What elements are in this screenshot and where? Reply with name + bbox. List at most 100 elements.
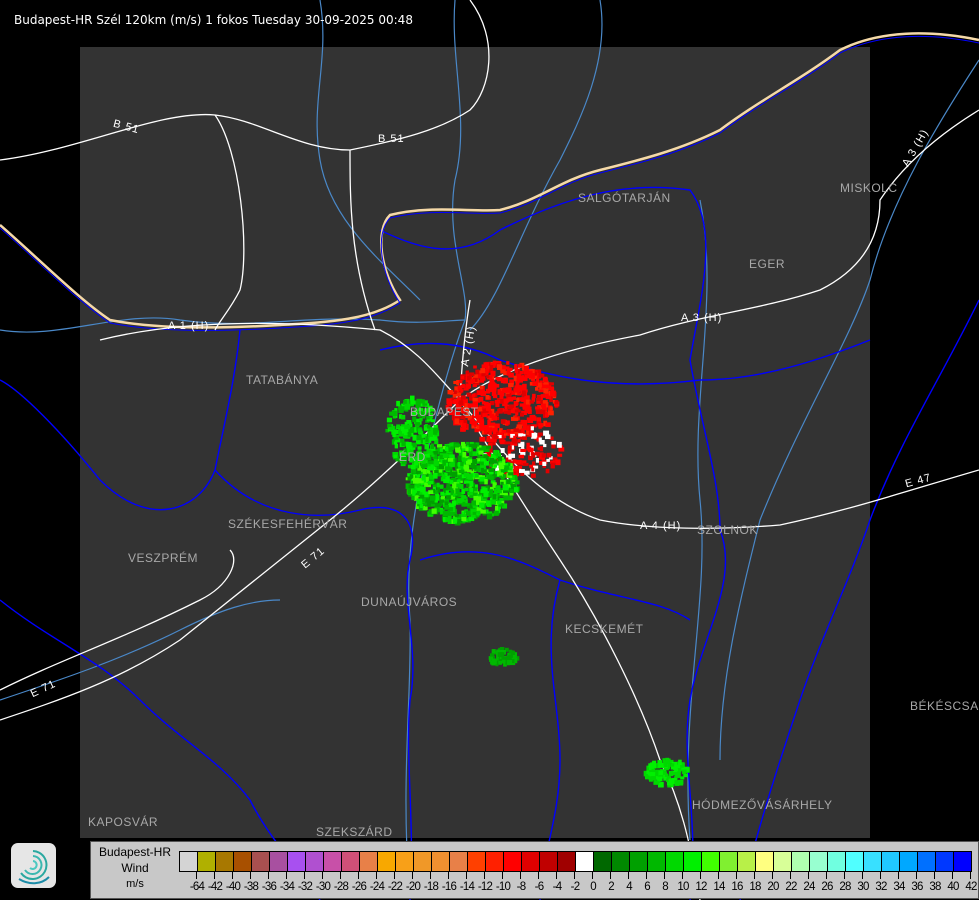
radar-echo-pixel (417, 413, 423, 417)
radar-echo-pixel (498, 503, 504, 507)
radar-echo-pixel (447, 390, 454, 395)
radar-echo-pixel (400, 424, 406, 429)
radar-echo-pixel (470, 509, 477, 515)
legend-swatch (936, 852, 954, 871)
radar-echo-pixel (439, 499, 444, 504)
radar-echo-pixel (392, 414, 397, 419)
radar-echo-pixel (469, 420, 474, 425)
radar-echo-pixel (456, 380, 460, 386)
radar-echo-pixel (438, 469, 443, 473)
radar-echo-pixel (477, 453, 481, 458)
legend-tick-label: -34 (279, 881, 295, 893)
radar-echo-pixel (400, 414, 406, 420)
legend-labels: -64 -42 -40 -38 -36 -34 -32 -30 -28 -26 -24 -22 -20-… (179, 872, 977, 898)
radar-echo-pixel (433, 424, 438, 430)
radar-echo-pixel (535, 406, 540, 410)
radar-echo-pixel (649, 768, 654, 774)
radar-echo-pixel (461, 514, 467, 519)
legend-tick: 14 (701, 872, 725, 898)
radar-echo-pixel (463, 403, 470, 409)
radar-echo-pixel (505, 457, 512, 462)
radar-echo-pixel (495, 506, 502, 510)
radar-echo-pixel (682, 769, 687, 775)
radar-echo-pixel (460, 375, 464, 380)
radar-echo-pixel (430, 495, 436, 501)
radar-echo-pixel (434, 498, 438, 503)
radar-echo-pixel (491, 660, 496, 666)
radar-echo-pixel (423, 462, 428, 468)
radar-echo-pixel (658, 781, 664, 788)
radar-echo-pixel (460, 395, 465, 399)
radar-echo-pixel (497, 500, 502, 505)
radar-echo-pixel (469, 487, 474, 492)
radar-echo-pixel (410, 486, 415, 492)
radar-echo-pixel (484, 428, 489, 433)
radar-echo-pixel (452, 392, 457, 398)
radar-echo-pixel (445, 495, 451, 500)
radar-echo-pixel (474, 465, 481, 472)
legend-tick-label: 2 (608, 881, 614, 893)
radar-echo-pixel (480, 368, 486, 374)
radar-echo-pixel (487, 454, 493, 458)
radar-echo-pixel (420, 486, 426, 493)
radar-echo-pixel (543, 380, 549, 385)
radar-echo-pixel (420, 456, 427, 462)
radar-echo-pixel (519, 434, 524, 440)
radar-echo-pixel (394, 438, 401, 443)
legend-tick: 26 (809, 872, 833, 898)
radar-echo-pixel (466, 392, 472, 397)
radar-echo-pixel (466, 510, 471, 516)
radar-echo-pixel (507, 409, 512, 415)
radar-echo-pixel (656, 776, 663, 782)
radar-echo-pixel (387, 423, 392, 428)
radar-echo-pixel (511, 470, 517, 475)
radar-echo-pixel (417, 407, 424, 412)
radar-echo-pixel (543, 430, 550, 436)
radar-echo-pixel (475, 499, 481, 505)
radar-echo-pixel (421, 475, 426, 481)
radar-echo-pixel (495, 660, 499, 667)
radar-echo-pixel (543, 377, 548, 383)
city-label: SZEKSZÁRD (316, 825, 393, 839)
legend-tick-label: 20 (767, 881, 779, 893)
radar-echo-pixel (439, 509, 445, 515)
radar-echo-pixel (415, 486, 421, 492)
radar-echo-pixel (411, 495, 415, 501)
radar-echo-pixel (468, 443, 475, 447)
radar-echo-pixel (478, 450, 484, 455)
radar-echo-pixel (492, 474, 497, 478)
radar-echo-pixel (429, 412, 434, 419)
legend-tick: 38 (917, 872, 941, 898)
legend-tick: 4 (611, 872, 633, 898)
radar-echo-pixel (490, 453, 497, 460)
city-label: KAPOSVÁR (88, 815, 159, 829)
radar-echo-pixel (467, 492, 473, 496)
radar-echo-pixel (436, 482, 440, 489)
radar-echo-pixel (479, 427, 485, 431)
legend-tick: 10 (665, 872, 689, 898)
city-label: ÉRD (399, 450, 426, 464)
app-logo (11, 843, 56, 888)
radar-echo-pixel (427, 431, 434, 437)
radar-echo-pixel (480, 459, 484, 466)
legend-swatch (306, 852, 324, 871)
radar-echo-pixel (545, 468, 550, 474)
radar-echo-pixel (471, 464, 477, 470)
radar-echo-pixel (488, 442, 493, 448)
radar-echo-pixel (451, 500, 456, 506)
radar-echo-pixel (535, 369, 542, 375)
radar-echo-pixel (483, 448, 490, 452)
radar-echo-pixel (508, 383, 514, 388)
radar-echo-pixel (500, 448, 505, 454)
radar-echo-pixel (507, 468, 512, 472)
radar-echo-pixel (507, 450, 512, 456)
legend-swatch (594, 852, 612, 871)
legend-tick: 42 (953, 872, 977, 898)
radar-echo-pixel (399, 414, 403, 419)
legend-tick: 22 (773, 872, 797, 898)
radar-echo-pixel (663, 760, 668, 766)
map-title: Budapest-HR Szél 120km (m/s) 1 fokos Tue… (14, 13, 413, 27)
radar-echo-pixel (549, 396, 553, 403)
radar-echo-pixel (415, 422, 421, 426)
radar-echo-pixel (541, 453, 547, 458)
